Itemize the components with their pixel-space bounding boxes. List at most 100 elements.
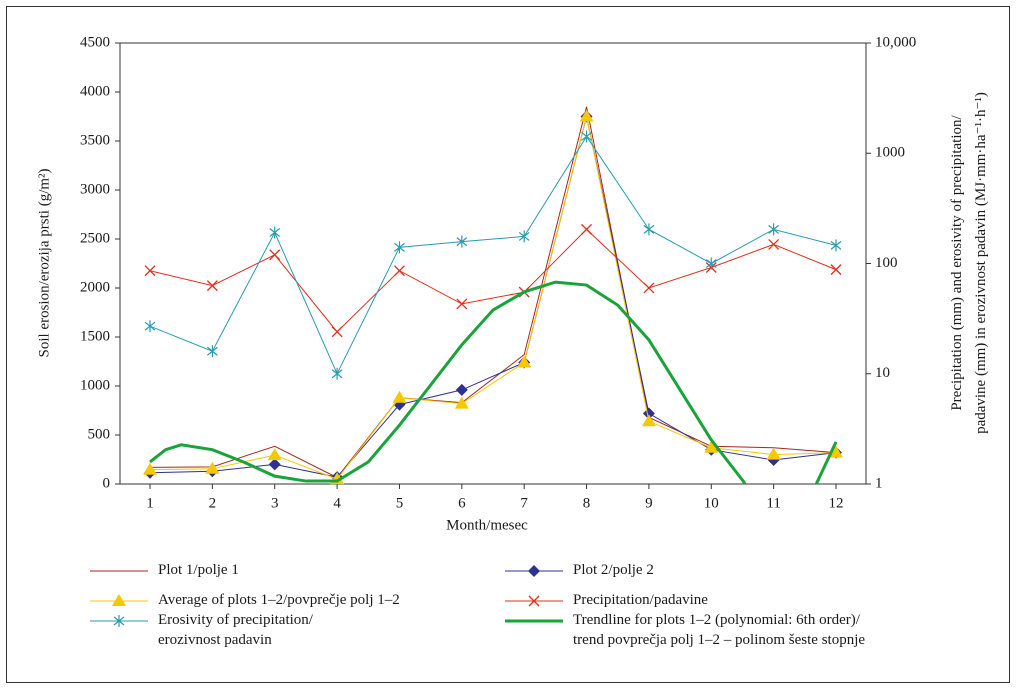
marker-shape (579, 109, 594, 122)
marker (393, 265, 405, 277)
x-tick-label: 3 (271, 495, 279, 511)
marker (517, 355, 532, 368)
marker-shape (331, 369, 343, 379)
marker (830, 239, 842, 252)
marker (454, 396, 469, 409)
marker-shape (581, 223, 593, 235)
marker (768, 238, 780, 250)
y-tick-label: 4500 (80, 34, 110, 50)
marker (268, 458, 281, 471)
x-axis-title: Month/mesec (446, 517, 528, 533)
marker-shape (113, 616, 125, 626)
marker-shape (144, 265, 156, 277)
y-tick-label: 2500 (80, 230, 110, 246)
y2-axis-title: Precipitation (mm) and erosivity of prec… (949, 92, 989, 434)
y2-tick-label: 10 (875, 365, 890, 381)
marker (206, 280, 218, 292)
marker (331, 367, 343, 380)
marker-shape (205, 461, 220, 474)
x-tick-label: 5 (396, 495, 404, 511)
legend-label: Erosivity of precipitation/erozivnost pa… (158, 612, 314, 648)
x-tick-label: 9 (645, 495, 653, 511)
marker (205, 461, 220, 474)
marker (518, 230, 530, 243)
marker (528, 595, 540, 607)
x-tick-label: 8 (583, 495, 591, 511)
x-tick-label: 6 (458, 495, 466, 511)
x-tick-label: 12 (829, 495, 844, 511)
series-line (149, 116, 837, 478)
marker-shape (331, 326, 343, 338)
marker (456, 235, 468, 248)
marker-shape (269, 228, 281, 237)
marker-shape (766, 447, 781, 460)
legend-label: Average of plots 1–2/povprečje polj 1–2 (158, 592, 400, 608)
legend-label: Plot 2/polje 2 (573, 562, 654, 578)
series-line (149, 228, 837, 333)
marker-shape (268, 458, 281, 471)
y2-tick-label: 1 (875, 475, 883, 491)
marker-shape (528, 565, 540, 577)
marker (768, 223, 780, 236)
marker (113, 615, 125, 627)
marker (643, 282, 655, 294)
y-tick-label: 3000 (80, 181, 110, 197)
x-tick-label: 1 (146, 495, 154, 511)
x-tick-label: 10 (704, 495, 719, 511)
marker (144, 320, 156, 333)
legend-label: Plot 1/polje 1 (158, 562, 239, 578)
y-axis-title: Soil erosion/erozija prsti (g/m²) (36, 168, 52, 357)
marker-shape (518, 231, 530, 241)
marker-shape (267, 448, 282, 461)
y-tick-label: 3500 (80, 132, 110, 148)
marker-shape (643, 282, 655, 294)
marker-shape (269, 249, 281, 261)
marker (579, 109, 594, 122)
marker-shape (642, 407, 655, 420)
marker (394, 241, 405, 254)
marker (269, 226, 281, 239)
x-tick-label: 11 (766, 495, 780, 511)
marker (705, 257, 717, 270)
marker (830, 264, 842, 276)
marker (112, 594, 126, 606)
marker (581, 130, 592, 143)
marker-shape (144, 321, 156, 331)
plot-area (119, 42, 867, 485)
marker-shape (830, 240, 842, 250)
y-tick-label: 1000 (80, 377, 110, 393)
marker (528, 565, 540, 577)
marker-shape (392, 390, 407, 403)
x-tick-label: 4 (333, 495, 341, 511)
marker-shape (528, 595, 540, 607)
y2-tick-label: 1000 (875, 145, 905, 161)
marker (766, 447, 781, 460)
y-tick-label: 2000 (80, 279, 110, 295)
marker-shape (143, 462, 157, 475)
marker-shape (394, 242, 405, 252)
marker (642, 407, 655, 420)
series-line (149, 135, 837, 375)
marker (643, 223, 655, 236)
marker-shape (206, 280, 218, 292)
x-tick-label: 2 (209, 495, 217, 511)
marker-shape (393, 265, 405, 277)
marker-shape (456, 237, 468, 247)
marker (581, 223, 593, 235)
marker-shape (517, 355, 532, 368)
y-tick-label: 1500 (80, 328, 110, 344)
series-line (149, 106, 837, 479)
x-tick-label: 7 (520, 495, 528, 511)
marker-shape (581, 131, 592, 141)
marker (331, 326, 343, 338)
marker (456, 298, 468, 310)
legend-label: Precipitation/padavine (573, 592, 708, 608)
marker (267, 448, 282, 461)
legend-label: Trendline for plots 1–2 (polynomial: 6th… (573, 612, 865, 648)
marker-shape (641, 414, 656, 427)
marker-shape (456, 298, 468, 310)
marker (269, 249, 281, 261)
y2-tick-label: 100 (875, 255, 898, 271)
marker (392, 390, 407, 403)
